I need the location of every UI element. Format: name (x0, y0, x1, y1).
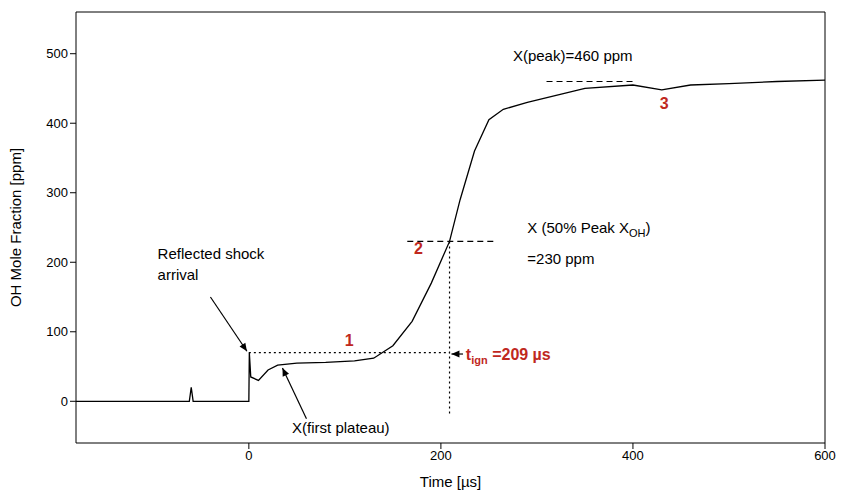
svg-text:400: 400 (46, 116, 68, 131)
svg-text:tign =209 µs: tign =209 µs (466, 346, 551, 366)
svg-text:=230 ppm: =230 ppm (527, 250, 594, 267)
svg-text:X(peak)=460 ppm: X(peak)=460 ppm (513, 47, 633, 64)
svg-text:X (50% Peak XOH): X (50% Peak XOH) (527, 219, 650, 239)
svg-text:Reflected shock: Reflected shock (158, 245, 265, 262)
svg-text:200: 200 (46, 255, 68, 270)
svg-text:300: 300 (46, 185, 68, 200)
svg-text:X(first plateau): X(first plateau) (292, 419, 390, 436)
svg-text:arrival: arrival (158, 266, 199, 283)
svg-text:600: 600 (814, 448, 836, 463)
svg-text:Time [µs]: Time [µs] (420, 473, 481, 490)
svg-text:100: 100 (46, 324, 68, 339)
svg-text:400: 400 (622, 448, 644, 463)
svg-text:0: 0 (61, 394, 68, 409)
svg-text:2: 2 (414, 240, 423, 257)
svg-text:200: 200 (430, 448, 452, 463)
svg-text:0: 0 (245, 448, 252, 463)
svg-text:1: 1 (345, 332, 354, 349)
svg-text:3: 3 (660, 95, 669, 112)
svg-text:500: 500 (46, 46, 68, 61)
svg-text:OH Mole Fraction [ppm]: OH Mole Fraction [ppm] (7, 148, 24, 307)
